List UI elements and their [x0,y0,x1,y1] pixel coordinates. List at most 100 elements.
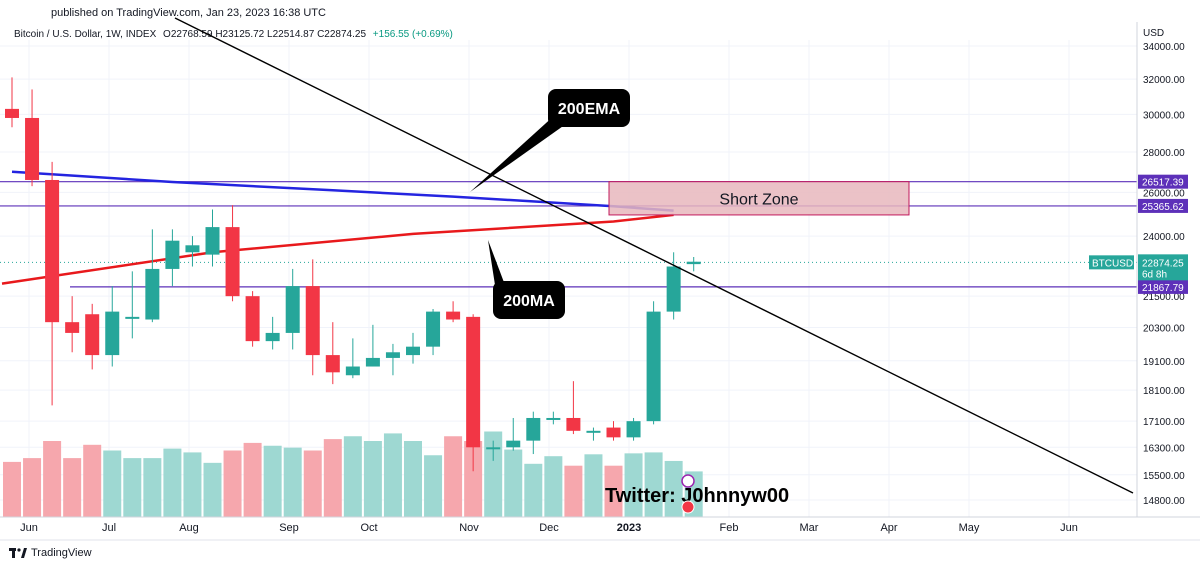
volume-bar [544,456,563,517]
x-tick-label: Sep [279,522,299,534]
candle-body [365,357,380,367]
price-change: +156.55 (+0.69%) [372,29,453,40]
axes: 34000.00 32000.00 30000.00 28000.00 26000.00… [0,22,1200,541]
y-tick-label: 34000.00 [1143,42,1185,53]
y-tick-label: 26000.00 [1143,188,1185,199]
x-tick-label: Feb [720,522,739,534]
volume-bar [243,442,262,517]
volume-bar [3,461,21,517]
y-tick-label: 17100.00 [1143,417,1185,428]
volume-bar [303,450,322,517]
candle-body [546,417,561,420]
y-tick-label: 28000.00 [1143,148,1185,159]
y-tick-label: 15500.00 [1143,471,1185,482]
y-tick-label: 32000.00 [1143,75,1185,86]
y-tick-label: 19100.00 [1143,357,1185,368]
level-price-label-bg [1138,279,1188,294]
trendline [174,17,1134,494]
candle-body [245,296,260,342]
event-icon [681,500,695,514]
candle-body [506,440,521,448]
candle-body [646,311,661,422]
twitter-watermark: Twitter: J0hnnyw00 [605,485,789,507]
candle-body [65,322,80,333]
moving-averages[interactable] [1,170,674,285]
candle-body [526,417,541,441]
x-tick-label: 2023 [617,522,641,534]
symbol-title: Bitcoin / U.S. Dollar, 1W, INDEX [14,29,157,40]
volume-bar [323,439,342,517]
volume-bar [604,465,623,517]
x-tick-label: Nov [459,522,479,534]
x-tick-label: Aug [179,522,199,534]
ma200-callout-bubble [493,281,565,319]
volume-bar [464,441,483,517]
volume-bar [143,458,162,517]
candle-body [666,266,681,312]
chart-header: Bitcoin / U.S. Dollar, 1W, INDEX O22768.… [14,29,453,40]
volume-bar [363,441,382,517]
current-price-label: 22874.25 [1142,258,1184,269]
candle-body [145,268,160,320]
candle-body [125,316,140,319]
volume-bar [584,454,603,517]
volume-bar [343,436,362,517]
candle-body [285,286,300,333]
candle-body [185,245,200,253]
volume-bar [183,452,202,517]
x-tick-label: Apr [880,522,897,534]
x-tick-label: Dec [539,522,559,534]
candle-body [466,316,481,448]
level-price-label-bg [1138,198,1188,213]
y-tick-label: 16300.00 [1143,443,1185,454]
y-tick-label: 18100.00 [1143,386,1185,397]
candle-body [606,427,621,438]
volume-bar [283,447,302,517]
volume-bar [83,444,102,517]
candle-body [406,346,420,356]
short-zone-box [608,181,910,216]
y-tick-label: 24000.00 [1143,232,1185,243]
candles[interactable] [5,77,701,472]
candle-body [566,417,581,431]
candle-body [265,332,280,342]
tradingview-logo-icon [9,548,27,558]
tradingview-brand-text: TradingView [31,547,92,559]
volume-bar [424,455,443,517]
volume-bar [444,436,463,517]
candle-body [446,311,461,320]
volume-bar [223,450,242,517]
candle-body [5,108,19,118]
ema200-callout-label: 200EMA [558,101,621,118]
volume-bar [43,441,62,517]
candle-body [225,227,240,297]
tradingview-logo[interactable]: TradingView [9,547,92,559]
symbol-tag-bg [1089,255,1134,270]
currency-label: USD [1143,28,1164,39]
short-zone-label: Short Zone [719,191,798,208]
price-tag-bg [1138,254,1188,281]
candle-body [325,355,340,373]
x-tick-label: Jul [102,522,116,534]
candle-body [45,179,60,323]
volume-bar [383,433,402,517]
y-tick-label: 20300.00 [1143,324,1185,335]
horizontal-levels[interactable] [0,181,1137,288]
candle-body [205,227,220,255]
level-price-label: 25365.62 [1142,202,1184,213]
ma200-callout-pointer [488,240,505,285]
volume-bar [404,441,422,517]
volume-bar [504,449,523,517]
event-icon [681,474,695,488]
volume-bar [63,458,82,517]
level-price-label: 21867.79 [1142,283,1184,294]
publish-line: published on TradingView.com, Jan 23, 20… [51,7,326,19]
annotations: Short Zone 200EMA 200MA Twitter: J0hnnyw00 [470,89,910,514]
y-tick-label: 14800.00 [1143,496,1185,507]
trendline[interactable] [174,17,1134,494]
candle-body [85,314,100,356]
candle-body [426,311,441,347]
volume-bar [203,462,222,517]
countdown-label: 6d 8h [1142,269,1167,280]
